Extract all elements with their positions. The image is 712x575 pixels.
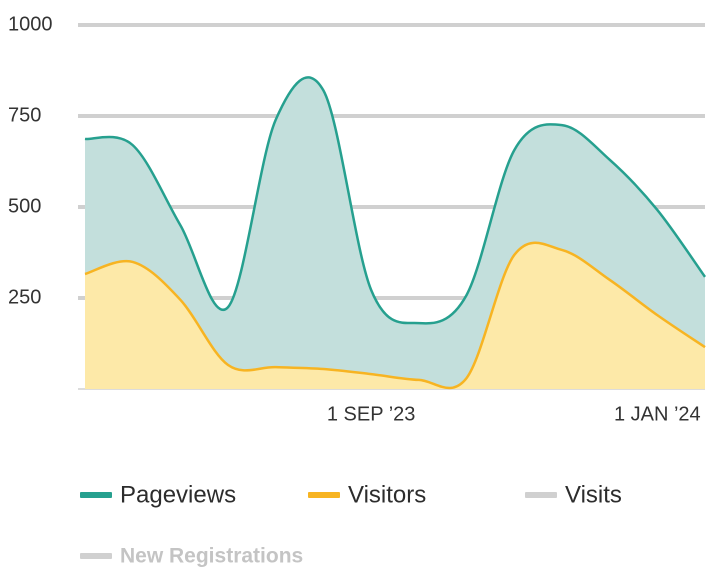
legend-label: Visitors <box>348 481 426 508</box>
x-tick-label: 1 SEP ’23 <box>327 403 416 425</box>
legend-swatch <box>80 492 112 498</box>
y-tick-label: 1000 <box>8 13 53 35</box>
legend-swatch <box>80 553 112 559</box>
legend-label: Visits <box>565 481 622 508</box>
area <box>85 242 705 389</box>
y-tick-label: 250 <box>8 286 41 308</box>
line <box>84 241 706 390</box>
x-tick-label: 1 JAN ’24 <box>614 403 701 425</box>
legend-label: New Registrations <box>120 545 303 568</box>
legend-swatch <box>525 492 557 498</box>
legend-swatch <box>308 492 340 498</box>
y-tick-label: 750 <box>8 104 41 126</box>
line <box>84 76 707 325</box>
legend-label: Pageviews <box>120 481 236 508</box>
y-tick-label: 500 <box>8 195 41 217</box>
